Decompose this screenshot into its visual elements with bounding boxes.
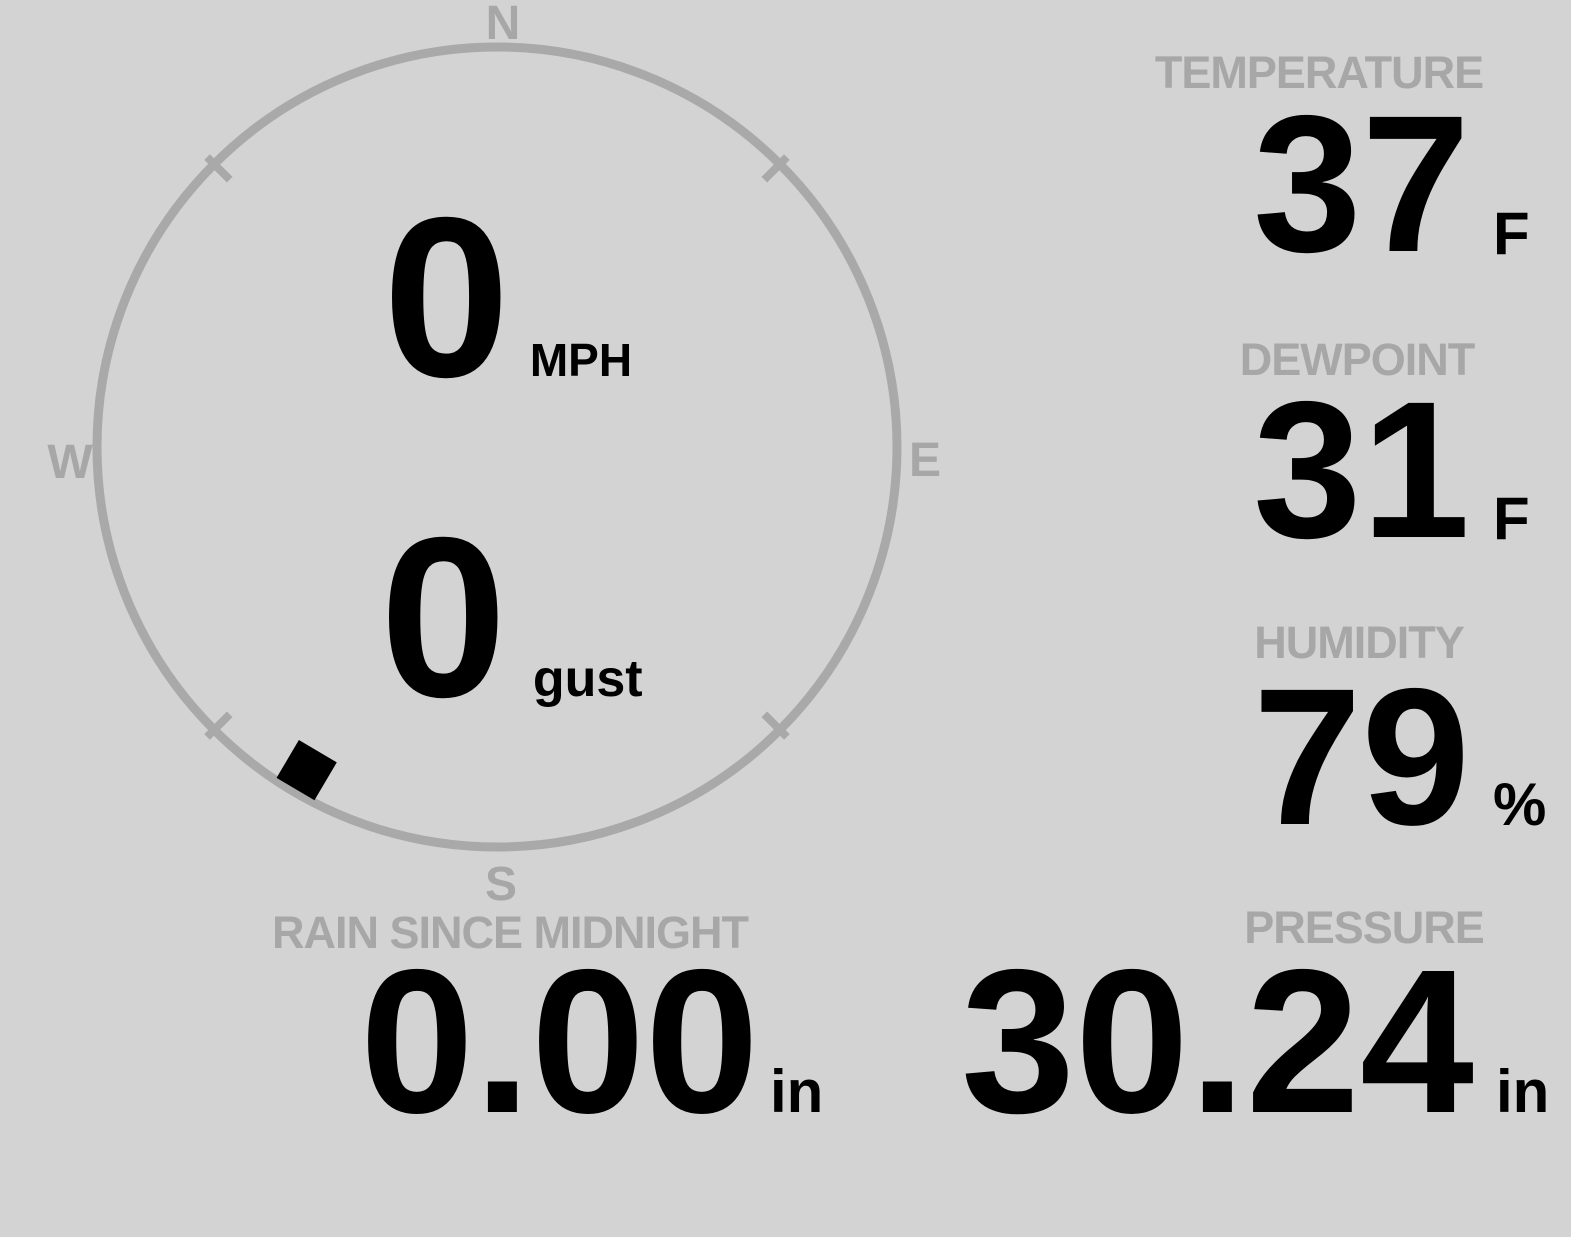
compass-dial bbox=[92, 42, 902, 852]
compass-tick-sw bbox=[204, 711, 233, 740]
compass-ring bbox=[92, 42, 902, 852]
rain-unit: in bbox=[770, 1058, 824, 1125]
cardinal-south: S bbox=[484, 858, 518, 911]
humidity-label: HUMIDITY bbox=[1254, 617, 1464, 668]
rain-value: 0.00 bbox=[360, 927, 759, 1156]
wind-gust-row: 0 gust bbox=[380, 504, 643, 732]
temperature-value: 37 bbox=[1253, 75, 1470, 293]
dewpoint-unit: F bbox=[1493, 485, 1530, 552]
cardinal-west: W bbox=[47, 436, 93, 489]
dewpoint-label: DEWPOINT bbox=[1239, 334, 1475, 385]
humidity-unit: % bbox=[1493, 771, 1547, 838]
cardinal-north: N bbox=[485, 0, 521, 50]
pressure-label: PRESSURE bbox=[1244, 902, 1485, 953]
temperature-unit: F bbox=[1493, 200, 1530, 267]
wind-gust-unit: gust bbox=[532, 650, 643, 708]
wind-speed-row: 0 MPH bbox=[383, 184, 632, 412]
rain-label: RAIN SINCE MIDNIGHT bbox=[272, 907, 749, 958]
humidity-value: 79 bbox=[1253, 648, 1470, 866]
dewpoint-value: 31 bbox=[1253, 361, 1470, 579]
wind-speed-unit: MPH bbox=[529, 334, 633, 386]
compass-tick-ne bbox=[761, 154, 790, 183]
compass-tick-se bbox=[761, 711, 790, 740]
wind-speed-value: 0 bbox=[383, 171, 510, 425]
cardinal-east: E bbox=[908, 434, 942, 487]
temperature-label: TEMPERATURE bbox=[1154, 47, 1484, 98]
compass-tick-nw bbox=[204, 154, 233, 183]
pressure-unit: in bbox=[1496, 1058, 1550, 1125]
wind-gust-value: 0 bbox=[380, 491, 507, 745]
pressure-value: 30.24 bbox=[960, 927, 1474, 1156]
wind-direction-marker bbox=[276, 739, 337, 801]
